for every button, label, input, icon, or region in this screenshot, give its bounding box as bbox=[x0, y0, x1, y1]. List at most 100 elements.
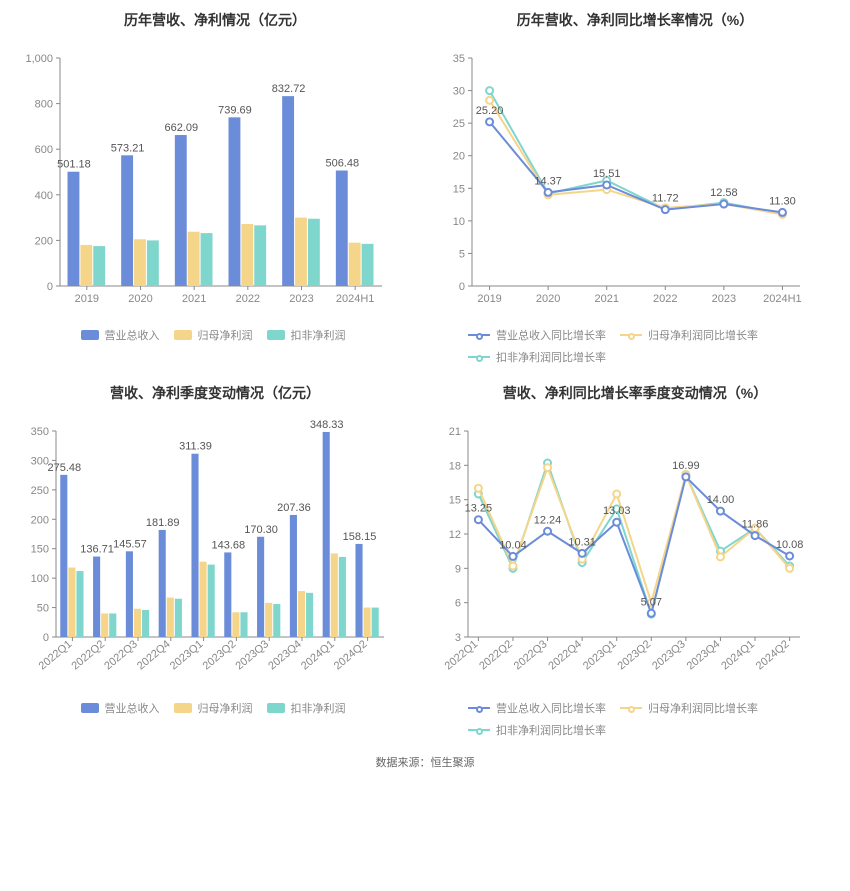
charts-grid: 历年营收、净利情况（亿元） 02004006008001,0002019501.… bbox=[12, 10, 838, 738]
svg-text:2022Q3: 2022Q3 bbox=[512, 638, 550, 672]
svg-text:2023Q4: 2023Q4 bbox=[266, 638, 304, 672]
chart2-svg: 05101520253035201920202021202220232024H1… bbox=[432, 44, 812, 314]
svg-text:14.37: 14.37 bbox=[534, 175, 562, 187]
panel-annual-revenue: 历年营收、净利情况（亿元） 02004006008001,0002019501.… bbox=[12, 10, 418, 365]
svg-text:573.21: 573.21 bbox=[111, 142, 145, 154]
svg-text:200: 200 bbox=[35, 235, 53, 247]
svg-text:300: 300 bbox=[31, 455, 49, 467]
svg-text:275.48: 275.48 bbox=[47, 462, 81, 474]
svg-text:2022Q4: 2022Q4 bbox=[135, 638, 173, 672]
chart1-legend: 营业总收入 归母净利润 扣非净利润 bbox=[81, 319, 350, 343]
legend-swatch bbox=[468, 729, 490, 731]
svg-text:400: 400 bbox=[35, 190, 53, 202]
panel-quarterly-revenue: 营收、净利季度变动情况（亿元） 050100150200250300350202… bbox=[12, 383, 418, 738]
svg-text:10: 10 bbox=[453, 216, 465, 228]
svg-text:800: 800 bbox=[35, 99, 53, 111]
chart1-box: 02004006008001,0002019501.182020573.2120… bbox=[12, 44, 418, 319]
svg-text:12.58: 12.58 bbox=[710, 187, 738, 199]
svg-text:181.89: 181.89 bbox=[146, 517, 180, 529]
svg-text:25: 25 bbox=[453, 118, 465, 130]
svg-text:2024Q2: 2024Q2 bbox=[332, 638, 370, 672]
svg-text:13.03: 13.03 bbox=[603, 505, 631, 517]
legend-item: 扣非净利润 bbox=[267, 327, 346, 343]
svg-text:2023Q2: 2023Q2 bbox=[201, 638, 239, 672]
svg-text:739.69: 739.69 bbox=[218, 104, 252, 116]
legend-label: 营业总收入同比增长率 bbox=[496, 700, 606, 716]
svg-text:143.68: 143.68 bbox=[211, 539, 245, 551]
svg-text:25.20: 25.20 bbox=[476, 105, 504, 117]
svg-text:2019: 2019 bbox=[75, 293, 99, 305]
svg-text:250: 250 bbox=[31, 485, 49, 497]
svg-text:5.07: 5.07 bbox=[641, 596, 662, 608]
legend-label: 归母净利润同比增长率 bbox=[648, 327, 758, 343]
legend-label: 归母净利润 bbox=[198, 327, 253, 343]
svg-text:30: 30 bbox=[453, 86, 465, 98]
svg-text:35: 35 bbox=[453, 53, 465, 65]
svg-text:2023: 2023 bbox=[712, 293, 736, 305]
svg-text:10.31: 10.31 bbox=[568, 536, 596, 548]
svg-text:662.09: 662.09 bbox=[164, 122, 198, 134]
svg-text:136.71: 136.71 bbox=[80, 544, 114, 556]
chart3-svg: 0501001502002503003502022Q1275.482022Q21… bbox=[12, 417, 392, 687]
chart4-box: 369121518212022Q12022Q22022Q32022Q42023Q… bbox=[432, 417, 838, 692]
legend-item: 扣非净利润 bbox=[267, 700, 346, 716]
panel-annual-growth: 历年营收、净利同比增长率情况（%） 0510152025303520192020… bbox=[432, 10, 838, 365]
svg-text:3: 3 bbox=[455, 632, 461, 644]
legend-swatch bbox=[267, 330, 285, 340]
svg-text:2022Q4: 2022Q4 bbox=[546, 638, 584, 672]
svg-text:2020: 2020 bbox=[128, 293, 152, 305]
svg-text:100: 100 bbox=[31, 573, 49, 585]
svg-text:10.04: 10.04 bbox=[499, 539, 527, 551]
svg-text:2024H1: 2024H1 bbox=[763, 293, 802, 305]
svg-text:207.36: 207.36 bbox=[277, 502, 311, 514]
svg-text:2023Q4: 2023Q4 bbox=[685, 638, 723, 672]
chart1-svg: 02004006008001,0002019501.182020573.2120… bbox=[12, 44, 392, 314]
svg-text:348.33: 348.33 bbox=[310, 419, 344, 431]
svg-text:150: 150 bbox=[31, 544, 49, 556]
svg-text:2024Q1: 2024Q1 bbox=[719, 638, 757, 672]
legend-label: 扣非净利润同比增长率 bbox=[496, 349, 606, 365]
svg-text:2021: 2021 bbox=[594, 293, 618, 305]
legend-item: 归母净利润同比增长率 bbox=[620, 327, 758, 343]
legend-swatch bbox=[620, 707, 642, 709]
legend-item: 归母净利润 bbox=[174, 327, 253, 343]
legend-label: 扣非净利润同比增长率 bbox=[496, 722, 606, 738]
svg-text:2020: 2020 bbox=[536, 293, 560, 305]
svg-text:20: 20 bbox=[453, 151, 465, 163]
legend-swatch bbox=[468, 707, 490, 709]
svg-text:11.72: 11.72 bbox=[652, 193, 679, 205]
svg-text:0: 0 bbox=[43, 632, 49, 644]
svg-text:501.18: 501.18 bbox=[57, 159, 91, 171]
legend-label: 归母净利润同比增长率 bbox=[648, 700, 758, 716]
svg-text:15.51: 15.51 bbox=[593, 168, 621, 180]
svg-text:832.72: 832.72 bbox=[272, 83, 306, 95]
svg-text:2022: 2022 bbox=[653, 293, 677, 305]
svg-text:2023Q1: 2023Q1 bbox=[168, 638, 206, 672]
chart3-box: 0501001502002503003502022Q1275.482022Q21… bbox=[12, 417, 418, 692]
chart4-svg: 369121518212022Q12022Q22022Q32022Q42023Q… bbox=[432, 417, 812, 687]
chart1-title: 历年营收、净利情况（亿元） bbox=[124, 10, 306, 30]
svg-text:18: 18 bbox=[449, 460, 461, 472]
svg-text:0: 0 bbox=[459, 281, 465, 293]
legend-swatch bbox=[174, 703, 192, 713]
chart3-legend: 营业总收入归母净利润扣非净利润 bbox=[81, 692, 350, 716]
legend-swatch bbox=[81, 330, 99, 340]
legend-label: 营业总收入 bbox=[105, 327, 160, 343]
svg-text:2019: 2019 bbox=[477, 293, 501, 305]
legend-label: 扣非净利润 bbox=[291, 327, 346, 343]
legend-swatch bbox=[468, 334, 490, 336]
svg-text:14.00: 14.00 bbox=[707, 494, 735, 506]
chart3-title: 营收、净利季度变动情况（亿元） bbox=[110, 383, 320, 403]
svg-text:13.25: 13.25 bbox=[465, 503, 493, 515]
svg-text:2023Q1: 2023Q1 bbox=[581, 638, 619, 672]
legend-item: 营业总收入 bbox=[81, 327, 160, 343]
svg-text:16.99: 16.99 bbox=[672, 460, 700, 472]
legend-label: 营业总收入 bbox=[105, 700, 160, 716]
svg-text:600: 600 bbox=[35, 144, 53, 156]
svg-text:10.08: 10.08 bbox=[776, 539, 804, 551]
legend-item: 扣非净利润同比增长率 bbox=[468, 722, 606, 738]
legend-swatch bbox=[468, 356, 490, 358]
chart2-title: 历年营收、净利同比增长率情况（%） bbox=[517, 10, 753, 30]
svg-text:12: 12 bbox=[449, 529, 461, 541]
svg-text:2023: 2023 bbox=[289, 293, 313, 305]
